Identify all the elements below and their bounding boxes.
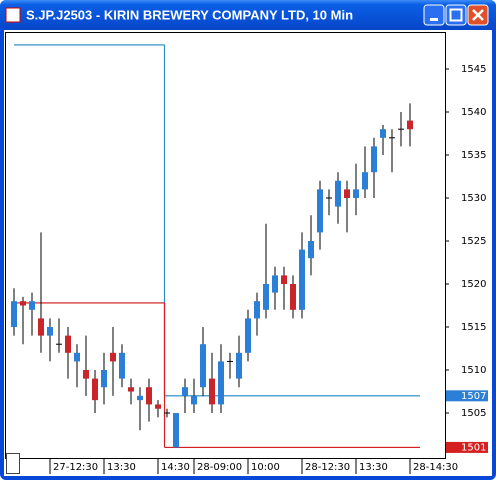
y-tick-label: 1530 xyxy=(461,193,486,204)
x-tick-label: 14:30 xyxy=(161,462,190,473)
plot: 1505 1510 1515 1520 1525 1530 1535 1540 1545 27-1… xyxy=(11,44,488,474)
candle-body xyxy=(137,395,143,401)
x-tick-label: 13:30 xyxy=(359,462,388,473)
candle-body xyxy=(200,344,206,388)
candle-body xyxy=(47,327,53,336)
candle-body xyxy=(56,343,62,345)
candle-body xyxy=(317,189,323,233)
candle-body xyxy=(263,284,269,310)
close-icon xyxy=(472,9,484,21)
price-tag-label: 1507 xyxy=(461,391,486,402)
title-bar xyxy=(0,0,496,30)
candle-body xyxy=(236,352,242,379)
candle-body xyxy=(218,361,224,405)
candle-body xyxy=(209,378,215,405)
candle-body xyxy=(362,172,368,190)
minimize-button[interactable] xyxy=(423,4,445,26)
candle-body xyxy=(92,378,98,401)
x-tick-label: 13:30 xyxy=(107,462,136,473)
candle-body xyxy=(164,412,170,414)
price-tag xyxy=(446,441,488,453)
candle-body xyxy=(380,129,386,138)
candle-body xyxy=(389,137,395,139)
y-tick-label: 1520 xyxy=(461,279,486,290)
candle-body xyxy=(119,352,125,379)
maximize-icon xyxy=(449,8,463,22)
x-tick-label: 27-12:30 xyxy=(53,462,98,473)
y-tick-label: 1535 xyxy=(461,150,486,161)
candle-body xyxy=(326,197,332,199)
x-tick-label: 28-14:30 xyxy=(413,462,458,473)
y-tick-label: 1525 xyxy=(461,236,486,247)
candle-body xyxy=(353,189,359,198)
minimize-icon xyxy=(430,18,438,21)
candle-body xyxy=(299,249,305,310)
candle-body xyxy=(20,301,26,306)
candle-body xyxy=(65,335,71,353)
candle-body xyxy=(128,387,134,392)
candle-body xyxy=(110,352,116,362)
candle-body xyxy=(371,146,377,173)
candle-body xyxy=(74,352,80,362)
candle-body xyxy=(254,301,260,319)
x-tick-label: 10:00 xyxy=(251,462,280,473)
candle-body xyxy=(227,360,233,362)
candle-body xyxy=(272,275,278,293)
y-tick-label: 1505 xyxy=(461,408,486,419)
x-tick-label: 28-12:30 xyxy=(305,462,350,473)
candle-body xyxy=(245,318,251,353)
candle-body xyxy=(173,413,179,448)
candle-body xyxy=(308,241,314,259)
price-tag xyxy=(446,390,488,402)
candle-body xyxy=(281,275,287,285)
candle-body xyxy=(344,189,350,198)
y-tick-label: 1540 xyxy=(461,107,486,118)
candle-body xyxy=(182,387,188,396)
candle-body xyxy=(38,318,44,336)
candle-body xyxy=(11,301,17,328)
window-title: S.JP.J2503 - KIRIN BREWERY COMPANY LTD, … xyxy=(26,7,353,22)
app-icon xyxy=(5,7,21,23)
candle-body xyxy=(191,395,197,405)
maximize-button[interactable] xyxy=(445,4,467,26)
candle-body xyxy=(335,180,341,207)
candle-body xyxy=(29,301,35,310)
price-tag-label: 1501 xyxy=(461,442,486,453)
scroll-box[interactable] xyxy=(6,453,20,474)
y-tick-label: 1510 xyxy=(461,365,486,376)
y-tick-label: 1515 xyxy=(461,322,486,333)
candle-body xyxy=(155,404,161,409)
y-tick-label: 1545 xyxy=(461,64,486,75)
x-tick-label: 28-09:00 xyxy=(197,462,242,473)
candle-body xyxy=(146,387,152,405)
candle-body xyxy=(290,284,296,310)
candle-body xyxy=(398,128,404,130)
candle-body xyxy=(101,370,107,388)
candle-body xyxy=(407,120,413,130)
candle-body xyxy=(83,370,89,379)
plot-area xyxy=(5,32,446,459)
